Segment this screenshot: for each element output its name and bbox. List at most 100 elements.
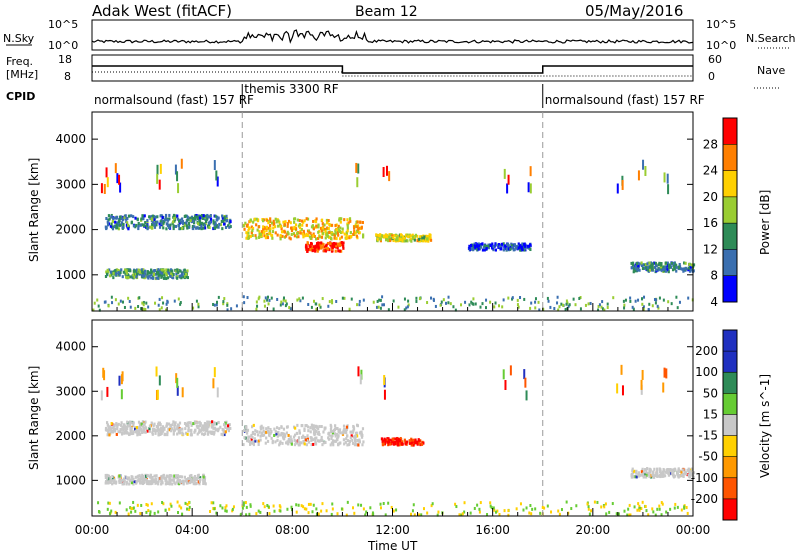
sparse-cell <box>216 176 219 187</box>
ground-cell <box>241 506 244 510</box>
data-cell <box>153 479 156 483</box>
data-cell <box>180 276 183 280</box>
ground-cell <box>489 504 492 508</box>
data-cell <box>320 241 323 245</box>
ground-cell <box>422 507 425 511</box>
sparse-cell <box>213 367 216 378</box>
data-cell <box>184 214 187 218</box>
ground-cell <box>675 295 678 299</box>
data-cell <box>319 246 322 250</box>
ground-cell <box>301 296 304 300</box>
data-cell <box>361 427 365 431</box>
ground-cell <box>478 507 481 511</box>
data-cell <box>157 268 160 272</box>
data-cell <box>225 217 228 221</box>
data-cell <box>310 438 313 442</box>
data-cell <box>523 244 526 248</box>
data-cell <box>170 474 173 478</box>
data-cell <box>686 468 689 472</box>
data-cell <box>136 268 139 272</box>
data-cell <box>202 475 205 479</box>
data-cell <box>497 243 501 247</box>
data-cell <box>153 225 157 229</box>
data-cell <box>675 263 678 267</box>
data-cell <box>281 441 284 445</box>
data-cell <box>160 431 163 435</box>
data-cell <box>666 261 669 265</box>
ground-cell <box>447 295 450 299</box>
data-cell <box>150 273 153 277</box>
data-cell <box>317 241 320 245</box>
data-cell <box>356 220 359 224</box>
data-cell <box>338 249 342 253</box>
ground-cell <box>612 296 615 300</box>
data-cell <box>636 268 639 272</box>
data-cell <box>317 245 320 249</box>
data-cell <box>142 272 145 276</box>
data-cell <box>150 270 153 274</box>
data-cell <box>411 235 415 239</box>
data-cell <box>527 246 531 250</box>
data-cell <box>326 221 329 225</box>
data-cell <box>298 431 302 435</box>
ground-cell <box>572 297 575 301</box>
ground-cell <box>476 503 479 507</box>
ground-cell <box>534 297 537 301</box>
data-cell <box>426 237 429 241</box>
data-cell <box>109 224 113 228</box>
sparse-cell <box>158 179 161 190</box>
ground-cell <box>108 512 111 516</box>
data-cell <box>173 423 177 427</box>
ground-cell <box>317 512 320 516</box>
data-cell <box>146 473 149 477</box>
ground-cell <box>244 501 247 505</box>
data-cell <box>139 223 142 227</box>
data-cell <box>286 224 289 228</box>
data-cell <box>333 428 336 432</box>
data-cell <box>129 269 132 273</box>
data-cell <box>143 274 146 278</box>
sparse-cell <box>665 368 668 379</box>
data-cell <box>137 224 140 228</box>
data-cell <box>678 262 681 266</box>
nsky-trace <box>91 29 694 44</box>
data-cell <box>249 442 252 446</box>
ground-cell <box>295 510 298 514</box>
data-cell <box>485 245 488 249</box>
data-cell <box>526 244 529 248</box>
data-cell <box>313 248 316 252</box>
data-cell <box>655 264 658 268</box>
ground-cell <box>371 511 374 515</box>
data-cell <box>148 274 151 278</box>
data-cell <box>274 217 277 221</box>
data-cell <box>221 433 224 437</box>
data-cell <box>141 424 144 428</box>
data-cell <box>121 275 124 279</box>
data-cell <box>387 443 390 447</box>
data-cell <box>150 276 153 280</box>
data-cell <box>342 438 346 442</box>
data-cell <box>361 443 364 447</box>
data-cell <box>108 268 111 272</box>
data-cell <box>379 237 382 241</box>
data-cell <box>139 475 142 479</box>
data-cell <box>300 219 304 223</box>
data-cell <box>186 215 189 219</box>
ground-cell <box>248 512 251 516</box>
ground-cell <box>128 299 131 303</box>
data-cell <box>122 481 126 485</box>
ground-cell <box>353 511 356 515</box>
ground-cell <box>640 506 643 510</box>
data-cell <box>494 248 497 252</box>
ground-cell <box>147 509 150 513</box>
data-cell <box>126 424 129 428</box>
data-cell <box>246 439 249 443</box>
data-cell <box>180 475 184 479</box>
data-cell <box>153 218 156 222</box>
data-cell <box>123 423 126 427</box>
data-cell <box>180 480 183 484</box>
data-cell <box>183 221 186 225</box>
data-cell <box>309 436 312 440</box>
ground-cell <box>603 308 606 312</box>
